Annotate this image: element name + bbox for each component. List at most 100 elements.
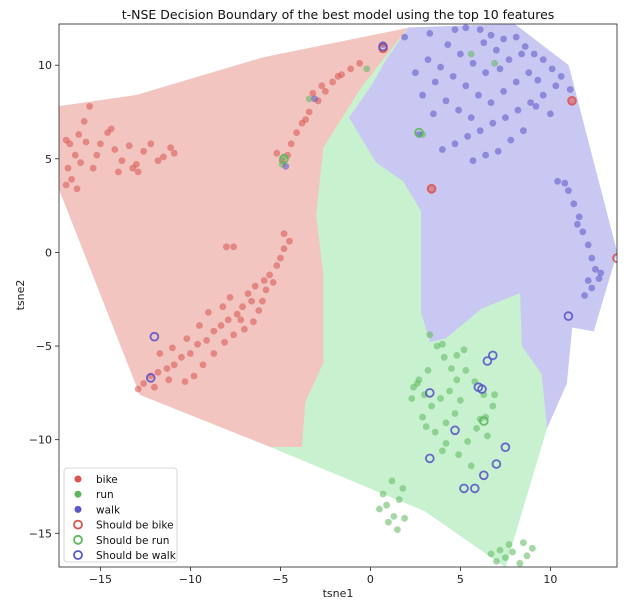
data-point [442, 440, 450, 447]
data-point [478, 470, 489, 481]
data-point [581, 292, 588, 299]
data-point [520, 539, 527, 547]
data-point [210, 350, 218, 357]
data-point [230, 243, 238, 251]
data-point [530, 50, 538, 58]
data-point [502, 554, 509, 561]
data-point [196, 322, 203, 329]
y-tick-label: −10 [29, 434, 52, 447]
data-point [574, 220, 581, 228]
data-point [588, 254, 596, 262]
data-point [266, 271, 273, 279]
data-point [205, 309, 212, 316]
y-axis: −15 −10 −5 0 5 10 [29, 59, 59, 540]
legend-label: walk [96, 504, 121, 516]
data-point [160, 153, 167, 161]
data-point [230, 331, 238, 339]
y-axis-label: tsne2 [14, 280, 27, 311]
data-point [439, 447, 446, 455]
data-point [363, 65, 371, 73]
data-point [439, 146, 446, 153]
data-point [221, 338, 229, 346]
data-point [449, 73, 457, 80]
data-point [75, 131, 83, 138]
data-point [199, 361, 207, 369]
data-point [277, 254, 284, 262]
data-point [134, 385, 142, 393]
data-point [170, 361, 178, 369]
data-point [414, 127, 424, 138]
data-point [77, 159, 84, 167]
legend-item: Should be walk [73, 550, 177, 562]
data-point [154, 368, 162, 376]
legend-marker [73, 519, 83, 530]
data-point [477, 384, 487, 394]
data-point [239, 303, 247, 311]
data-point [505, 541, 513, 548]
data-point [509, 548, 516, 556]
data-point [237, 316, 245, 324]
y-tick-label: −5 [36, 340, 52, 353]
data-point [309, 89, 317, 97]
data-point [557, 73, 565, 80]
data-point [430, 110, 437, 118]
data-point [448, 365, 455, 372]
data-point [401, 514, 408, 522]
data-point [286, 237, 293, 245]
legend-marker [73, 550, 83, 560]
data-point [322, 88, 329, 95]
data-point [394, 526, 401, 533]
data-point [178, 353, 185, 361]
data-point [473, 425, 480, 432]
data-point [80, 118, 88, 125]
data-point [86, 103, 93, 110]
data-point [455, 106, 462, 114]
data-point [62, 136, 70, 144]
data-point [584, 277, 592, 284]
data-point [329, 78, 336, 86]
data-point [428, 402, 435, 410]
data-point [595, 275, 603, 282]
data-point [491, 59, 498, 67]
data-point [378, 41, 388, 52]
data-point [431, 428, 439, 436]
legend: bike run walk Should be bike Should be run Sh… [63, 467, 178, 563]
data-point [518, 50, 525, 58]
data-point [482, 69, 489, 77]
legend-label: bike [96, 474, 118, 486]
data-point [487, 350, 498, 361]
data-point [431, 78, 439, 86]
legend-item: bike [74, 474, 118, 486]
x-tick-label: 10 [543, 573, 557, 586]
data-point [467, 114, 475, 121]
decision-regions [59, 24, 617, 567]
data-point [554, 177, 561, 185]
data-point [561, 179, 569, 187]
data-point [512, 78, 520, 86]
data-point [151, 383, 158, 391]
x-tick-label: 5 [457, 573, 464, 586]
data-point [548, 65, 556, 73]
data-point [450, 425, 460, 436]
data-point [433, 342, 441, 350]
data-point [469, 59, 477, 67]
data-point [183, 335, 191, 342]
data-point [567, 96, 577, 106]
data-point [390, 513, 398, 520]
data-point [469, 483, 480, 494]
y-tick-label: 10 [38, 59, 52, 72]
series-should-be-run [279, 127, 489, 426]
data-point [565, 187, 572, 195]
data-point [311, 95, 318, 103]
data-point [376, 505, 383, 513]
data-point [520, 127, 527, 135]
data-point [453, 352, 461, 359]
data-point [496, 546, 504, 554]
data-point [383, 501, 390, 509]
data-point [597, 269, 605, 277]
data-point [73, 185, 81, 193]
data-point [118, 157, 126, 165]
data-point [502, 114, 509, 121]
data-point [455, 451, 462, 459]
data-point [210, 327, 218, 335]
